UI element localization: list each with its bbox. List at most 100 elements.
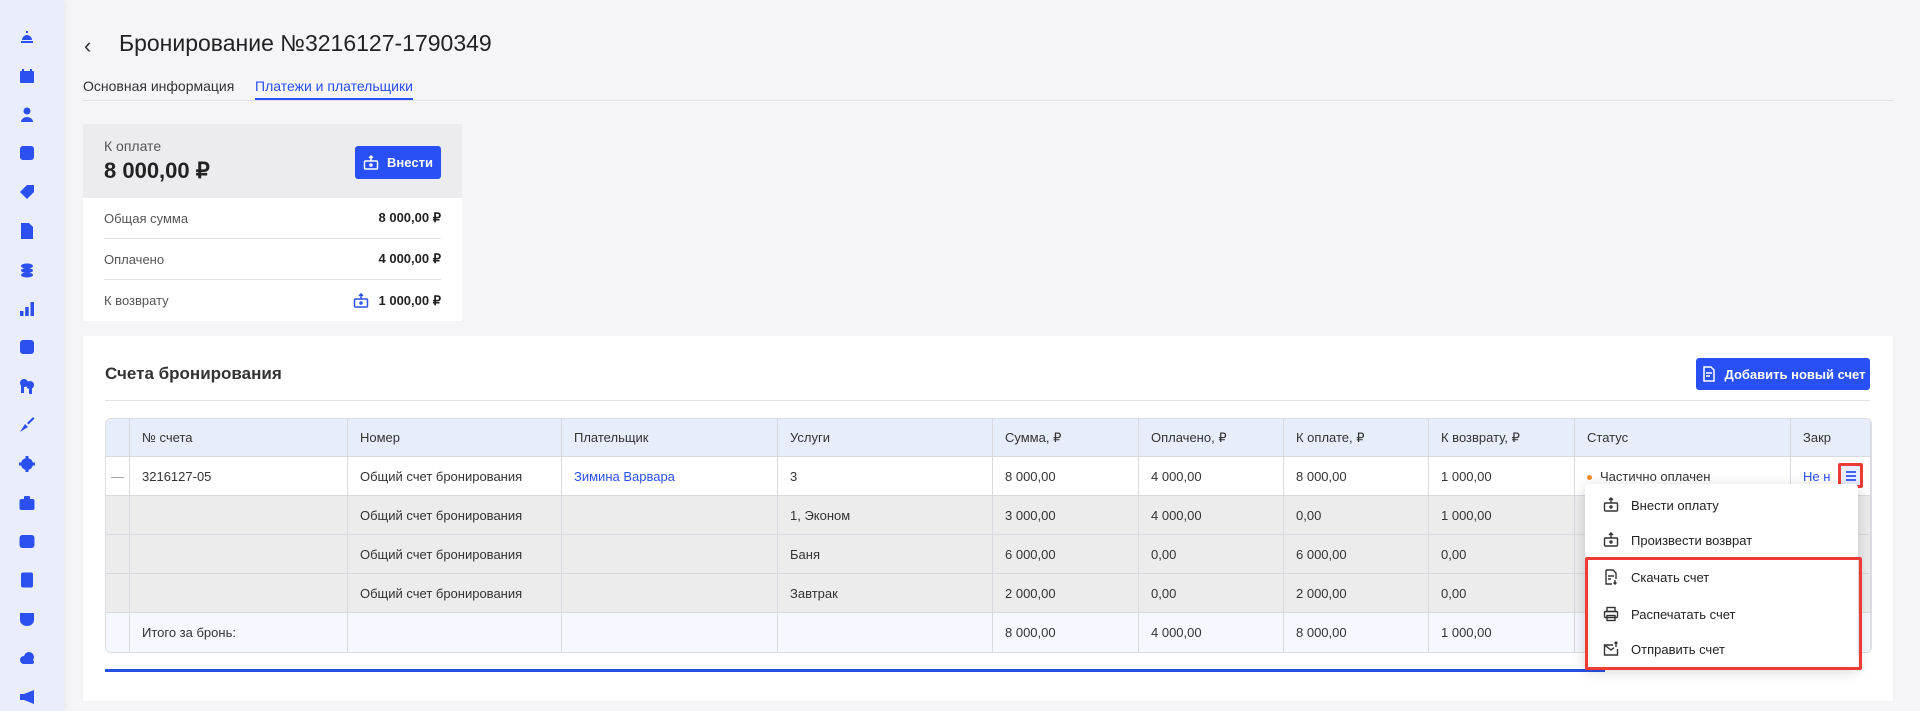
total-refund: 1 000,00	[1429, 613, 1575, 652]
column-header	[106, 419, 130, 457]
cell-services: Баня	[778, 535, 993, 574]
cell-services: 3	[778, 457, 993, 496]
hamburger-icon	[1845, 470, 1856, 481]
cash-register-icon	[363, 154, 379, 170]
cell-sum: 2 000,00	[993, 574, 1139, 613]
pay-button[interactable]: Внести	[355, 146, 441, 179]
refund-row: К возврату 1 000,00 ₽	[104, 280, 441, 321]
total-label: Итого за бронь:	[130, 613, 348, 652]
menu-item-label: Скачать счет	[1631, 569, 1710, 585]
tab-main-info[interactable]: Основная информация	[83, 78, 235, 94]
bell-icon[interactable]	[18, 28, 36, 46]
collapse-toggle[interactable]: —	[106, 457, 130, 496]
coins-icon[interactable]	[18, 261, 36, 279]
table-row: Общий счет бронирования 1, Эконом 3 000,00…	[106, 496, 1871, 535]
total-label: Общая сумма	[104, 210, 189, 226]
cell-sum: 6 000,00	[993, 535, 1139, 574]
cell-name: Общий счет бронирования	[348, 457, 562, 496]
total-row: Общая сумма 8 000,00 ₽	[104, 198, 441, 239]
tabs: Основная информация Платежи и плательщик…	[83, 76, 1893, 101]
due-label: К оплате	[104, 138, 162, 154]
tag-icon[interactable]	[18, 183, 36, 201]
keys-icon[interactable]	[18, 377, 36, 395]
menu-item-refund[interactable]: Произвести возврат	[1585, 522, 1858, 558]
document-icon[interactable]	[18, 222, 36, 240]
cell-refund: 1 000,00	[1429, 496, 1575, 535]
cash-register-icon	[1603, 532, 1619, 547]
calculator-icon[interactable]	[18, 571, 36, 589]
cell-name: Общий счет бронирования	[348, 496, 562, 535]
section-title: Счета бронирования	[105, 364, 282, 383]
document-add-icon	[1702, 366, 1715, 382]
due-amount: 8 000,00 ₽	[104, 158, 210, 183]
menu-item-download[interactable]: Скачать счет	[1585, 559, 1858, 595]
closed-link[interactable]: Не н	[1803, 468, 1831, 484]
cell-sum: 3 000,00	[993, 496, 1139, 535]
cash-register-icon	[1603, 497, 1619, 512]
cell-refund: 1 000,00	[1429, 457, 1575, 496]
status-text: Частично оплачен	[1600, 468, 1711, 484]
payer-link[interactable]: Зимина Варвара	[574, 468, 675, 484]
chart-icon[interactable]	[18, 300, 36, 318]
total-due: 8 000,00	[1284, 613, 1429, 652]
mail-send-icon	[1603, 641, 1619, 656]
pay-button-label: Внести	[387, 155, 433, 170]
gear-icon[interactable]	[18, 455, 36, 473]
cell-sum: 8 000,00	[993, 457, 1139, 496]
menu-item-label: Произвести возврат	[1631, 532, 1753, 548]
status-dot	[1587, 474, 1592, 480]
user-icon[interactable]	[18, 106, 36, 124]
column-header: Услуги	[778, 419, 993, 457]
cell-paid: 0,00	[1139, 535, 1284, 574]
cell-refund: 0,00	[1429, 574, 1575, 613]
add-invoice-label: Добавить новый счет	[1724, 366, 1866, 382]
refund-icon[interactable]	[353, 292, 369, 309]
column-header: Статус	[1575, 419, 1791, 457]
briefcase-icon[interactable]	[18, 494, 36, 512]
page-title: Бронирование №3216127-1790349	[119, 30, 492, 56]
total-paid: 4 000,00	[1139, 613, 1284, 652]
shield-star-icon[interactable]	[18, 610, 36, 628]
menu-item-label: Внести оплату	[1631, 497, 1719, 513]
cell-due: 8 000,00	[1284, 457, 1429, 496]
column-header: К возврату, ₽	[1429, 419, 1575, 457]
cell-number: 3216127-05	[130, 457, 348, 496]
broom-icon[interactable]	[18, 416, 36, 434]
column-header: № счета	[130, 419, 348, 457]
sidebar	[0, 0, 64, 711]
total-sum: 8 000,00	[993, 613, 1139, 652]
paid-label: Оплачено	[104, 251, 165, 267]
column-header: К оплате, ₽	[1284, 419, 1429, 457]
paid-row: Оплачено 4 000,00 ₽	[104, 239, 441, 280]
add-invoice-button[interactable]: Добавить новый счет	[1696, 358, 1870, 390]
cell-paid: 4 000,00	[1139, 496, 1284, 535]
cell-paid: 0,00	[1139, 574, 1284, 613]
column-header: Плательщик	[562, 419, 778, 457]
megaphone-icon[interactable]	[18, 688, 36, 706]
table-row: Общий счет бронирования Завтрак 2 000,00 0,…	[106, 574, 1871, 613]
horizontal-scrollbar[interactable]	[105, 669, 1605, 672]
cell-name: Общий счет бронирования	[348, 574, 562, 613]
cell-refund: 0,00	[1429, 535, 1575, 574]
wallet-icon[interactable]	[18, 532, 36, 550]
tab-payments[interactable]: Платежи и плательщики	[255, 78, 413, 100]
menu-item-print[interactable]: Распечатать счет	[1585, 596, 1858, 632]
cell-services: Завтрак	[778, 574, 993, 613]
calendar-icon[interactable]	[18, 67, 36, 85]
table-header: № счета Номер Плательщик Услуги Сумма, ₽ Опла…	[106, 419, 1871, 457]
cell-due: 2 000,00	[1284, 574, 1429, 613]
column-header: Сумма, ₽	[993, 419, 1139, 457]
cell-due: 6 000,00	[1284, 535, 1429, 574]
checkbox-icon[interactable]	[18, 338, 36, 356]
cell-name: Общий счет бронирования	[348, 535, 562, 574]
cloud-icon[interactable]	[18, 649, 36, 667]
menu-item-make-payment[interactable]: Внести оплату	[1585, 487, 1858, 523]
percent-icon[interactable]	[18, 144, 36, 162]
divider	[105, 400, 1870, 401]
row-context-menu: Внести оплату Произвести возврат Скачать…	[1585, 484, 1858, 668]
cell-paid: 4 000,00	[1139, 457, 1284, 496]
menu-item-send[interactable]: Отправить счет	[1585, 631, 1858, 667]
menu-item-label: Распечатать счет	[1631, 606, 1736, 622]
back-chevron-icon[interactable]: ‹	[84, 33, 92, 58]
menu-item-label: Отправить счет	[1631, 641, 1725, 657]
